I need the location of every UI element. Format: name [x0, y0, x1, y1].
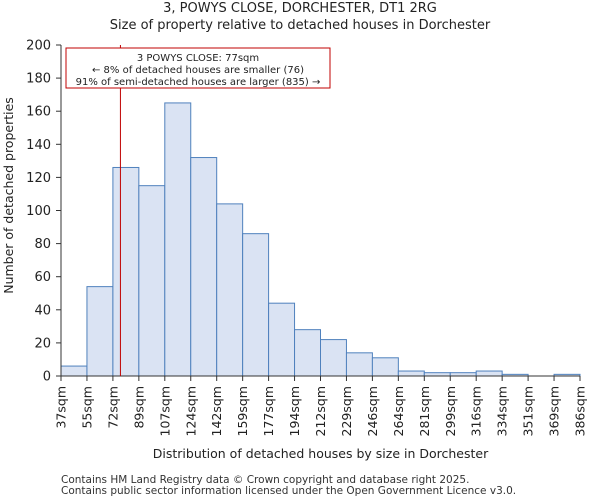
y-tick-label: 100 [26, 204, 51, 219]
y-axis-label: Number of detached properties [1, 97, 16, 294]
x-tick-label: 264sqm [391, 386, 406, 436]
x-tick-label: 334sqm [495, 386, 510, 436]
x-tick-label: 37sqm [54, 386, 69, 429]
x-tick-label: 351sqm [521, 386, 536, 436]
histogram-bar [345, 352, 373, 377]
x-tick-label: 212sqm [313, 386, 328, 436]
x-tick-label: 316sqm [469, 386, 484, 436]
histogram-bar [242, 233, 270, 377]
histogram-bar [475, 370, 503, 377]
y-tick-label: 40 [34, 303, 51, 318]
histogram-bar [320, 339, 347, 377]
x-tick-label: 246sqm [365, 386, 380, 436]
x-tick-label: 281sqm [417, 386, 432, 436]
x-tick-label: 72sqm [105, 386, 120, 429]
histogram-bar [371, 357, 399, 377]
x-tick-label: 386sqm [573, 386, 588, 436]
histogram-bar [60, 365, 88, 377]
histogram-bar [216, 203, 244, 377]
histogram-bar [164, 102, 192, 377]
histogram-bar [86, 286, 114, 377]
histogram-bar [112, 166, 140, 377]
chart-title: 3, POWYS CLOSE, DORCHESTER, DT1 2RG [163, 1, 437, 16]
y-tick-label: 160 [26, 105, 51, 120]
x-tick-label: 177sqm [261, 386, 276, 436]
x-tick-label: 124sqm [183, 386, 198, 436]
x-tick-label: 142sqm [209, 386, 224, 436]
histogram-bar [268, 302, 296, 377]
footer-line-2: Contains public sector information licen… [61, 485, 517, 497]
histogram-bar [397, 370, 425, 377]
x-tick-label: 159sqm [235, 386, 250, 436]
annotation-line-3: 91% of semi-detached houses are larger (… [76, 77, 321, 88]
chart-subtitle: Size of property relative to detached ho… [109, 18, 491, 33]
histogram-bar [190, 157, 218, 377]
histogram-bar [138, 185, 166, 377]
x-tick-label: 89sqm [131, 386, 146, 429]
y-tick-label: 120 [26, 171, 51, 186]
annotation-line-2: ← 8% of detached houses are smaller (76) [92, 65, 304, 76]
y-tick-label: 60 [34, 270, 51, 285]
annotation-box [65, 47, 331, 89]
footer-line-1: Contains HM Land Registry data © Crown c… [61, 474, 470, 486]
y-tick-label: 20 [34, 336, 51, 351]
y-tick-label: 0 [43, 370, 51, 385]
x-axis-label: Distribution of detached houses by size … [153, 446, 489, 461]
x-tick-label: 107sqm [157, 386, 172, 436]
y-tick-label: 140 [26, 138, 51, 153]
y-tick-label: 180 [26, 72, 51, 87]
x-tick-label: 55sqm [79, 386, 94, 429]
x-tick-label: 369sqm [547, 386, 562, 436]
annotation-line-1: 3 POWYS CLOSE: 77sqm [137, 53, 259, 64]
y-tick-label: 200 [26, 39, 51, 54]
x-tick-label: 194sqm [287, 386, 302, 436]
x-tick-label: 229sqm [339, 386, 354, 436]
y-tick-label: 80 [34, 237, 51, 252]
histogram-bar [294, 329, 321, 377]
x-tick-label: 299sqm [443, 386, 458, 436]
